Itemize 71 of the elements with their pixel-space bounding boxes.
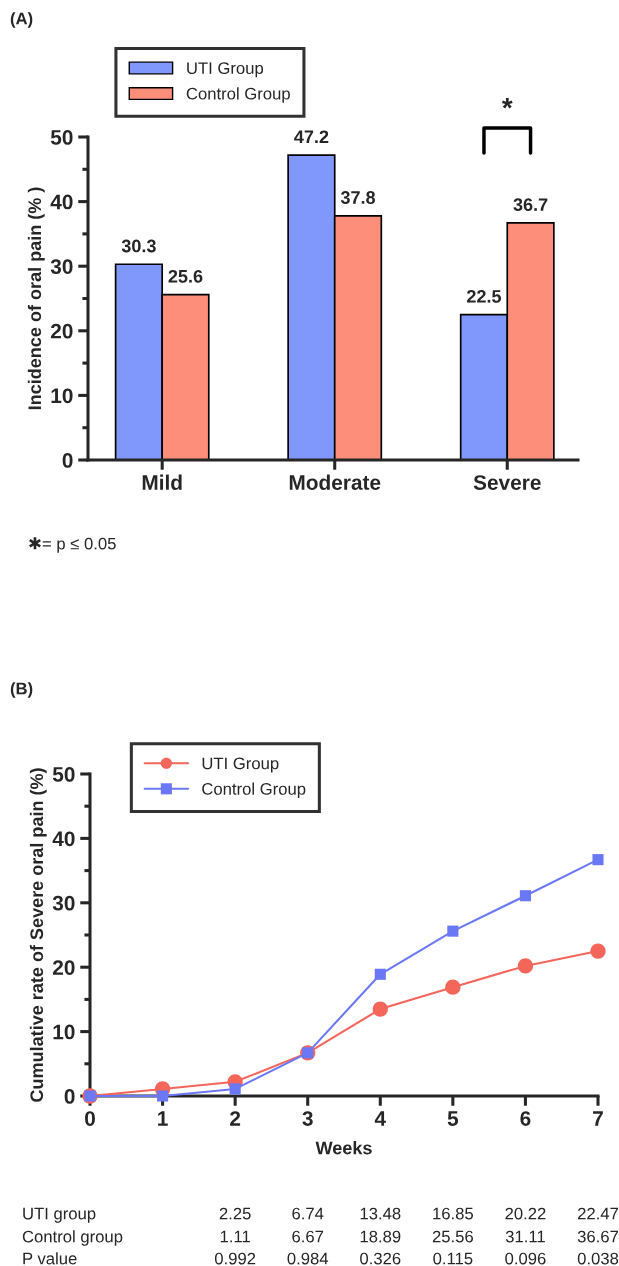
x-tick-label: 7 bbox=[593, 1111, 603, 1126]
y-tick-label: 0 bbox=[62, 453, 73, 468]
data-label: 22.5 bbox=[467, 289, 502, 303]
chart-title: (A) bbox=[10, 12, 33, 28]
text: 0.096 bbox=[505, 1252, 546, 1265]
text: 0.984 bbox=[287, 1252, 329, 1265]
x-tick-label: 6 bbox=[520, 1111, 531, 1126]
point bbox=[445, 979, 461, 995]
x-tick-label: 2 bbox=[230, 1111, 241, 1126]
y-axis-title: Cumulative rate of Severe oral pain (%) bbox=[29, 768, 47, 1102]
point bbox=[592, 854, 604, 866]
text: 0.038 bbox=[577, 1252, 619, 1265]
data-label: 36.7 bbox=[513, 198, 548, 212]
text: 22.47 bbox=[577, 1207, 619, 1220]
data-label: 25.6 bbox=[168, 269, 203, 283]
x-tick-label: Mild bbox=[142, 474, 182, 490]
y-axis-title: Incidence of oral pain (% ) bbox=[27, 187, 45, 410]
text: 0.115 bbox=[433, 1252, 473, 1265]
legend-label: Control Group bbox=[202, 782, 306, 799]
point bbox=[374, 968, 386, 980]
legend-label: UTI Group bbox=[202, 757, 279, 773]
legend-label: UTI Group bbox=[187, 62, 264, 78]
y-tick-label: 30 bbox=[52, 895, 75, 911]
text: P value bbox=[23, 1252, 77, 1265]
x-tick-label: Moderate bbox=[289, 474, 381, 490]
text: 2.25 bbox=[219, 1207, 251, 1220]
text: 36.67 bbox=[577, 1230, 619, 1243]
data-label: 47.2 bbox=[294, 130, 329, 144]
text: Control group bbox=[22, 1230, 123, 1246]
x-tick-label: 0 bbox=[85, 1111, 95, 1126]
text: UTI group bbox=[23, 1207, 96, 1223]
text: 1.11 bbox=[220, 1230, 250, 1243]
text: 6.67 bbox=[292, 1230, 324, 1243]
point bbox=[447, 925, 459, 937]
text: 25.56 bbox=[432, 1230, 473, 1243]
text: 16.85 bbox=[433, 1207, 474, 1220]
point bbox=[590, 943, 606, 959]
y-tick-label: 40 bbox=[52, 831, 75, 847]
data-label: 37.8 bbox=[340, 191, 376, 204]
y-tick-label: 50 bbox=[52, 767, 75, 782]
x-tick-label: 3 bbox=[302, 1111, 313, 1126]
data-label: 30.3 bbox=[121, 239, 156, 253]
text: 0.992 bbox=[214, 1252, 256, 1265]
x-tick-label: 5 bbox=[447, 1111, 459, 1126]
text: 13.48 bbox=[360, 1207, 401, 1220]
y-tick-label: 20 bbox=[50, 323, 73, 339]
point bbox=[229, 1083, 241, 1095]
text: 0.326 bbox=[360, 1252, 401, 1265]
y-tick-label: 40 bbox=[50, 194, 73, 210]
y-tick-label: 10 bbox=[51, 388, 73, 404]
text: 31.11 bbox=[505, 1230, 545, 1243]
legend-label: Control Group bbox=[186, 87, 290, 103]
x-tick-label: Severe bbox=[473, 475, 541, 490]
point bbox=[517, 958, 534, 974]
y-tick-label: 10 bbox=[53, 1024, 75, 1040]
text: 20.22 bbox=[505, 1207, 546, 1220]
text: 18.89 bbox=[360, 1230, 401, 1243]
text: ✱= p ≤ 0.05 bbox=[29, 537, 116, 553]
point bbox=[157, 1090, 169, 1102]
y-tick-label: 20 bbox=[52, 960, 75, 975]
x-tick-label: 1 bbox=[158, 1111, 168, 1126]
text: 6.74 bbox=[292, 1207, 324, 1220]
x-tick-label: 4 bbox=[374, 1111, 386, 1126]
x-axis-title: Weeks bbox=[315, 1141, 372, 1155]
y-tick-label: 0 bbox=[64, 1089, 75, 1104]
chart-title: (B) bbox=[10, 682, 33, 698]
text: * bbox=[501, 98, 513, 109]
y-tick-label: 50 bbox=[50, 130, 73, 145]
y-tick-label: 30 bbox=[50, 259, 73, 274]
point bbox=[372, 1001, 388, 1017]
point bbox=[519, 890, 531, 902]
